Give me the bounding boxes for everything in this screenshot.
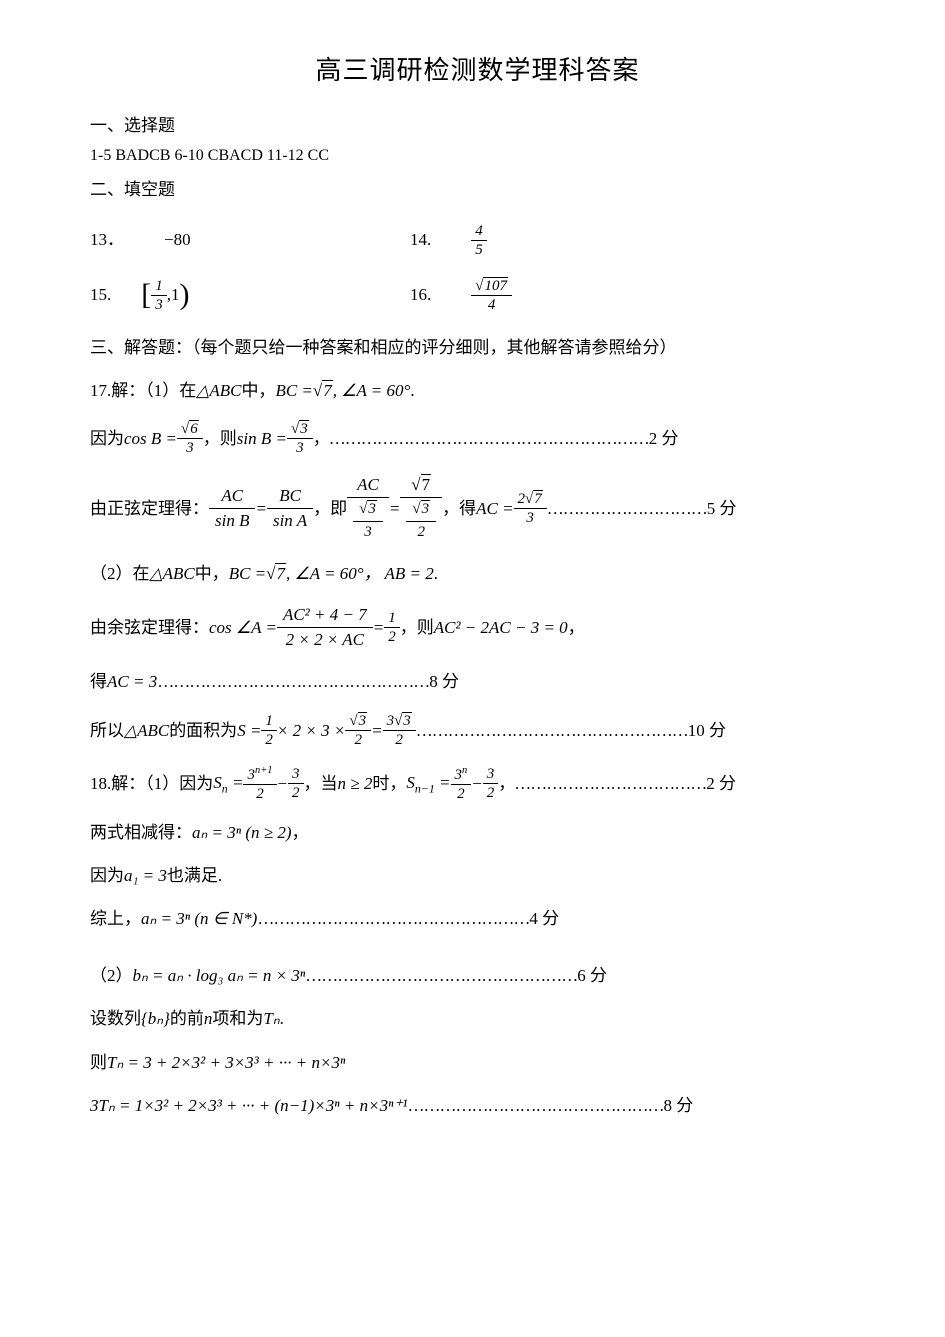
left-bracket-icon: [ [141, 280, 151, 310]
mc-section-header: 一、选择题 [90, 112, 865, 139]
solve-section-header: 三、解答题：（每个题只给一种答案和相应的评分细则，其他解答请参照给分） [90, 334, 865, 361]
fill-13-num: 13． [90, 226, 124, 253]
q17-step3: 由余弦定理得： cos ∠A = AC² + 4 − 7 2 × 2 × AC … [90, 603, 865, 652]
q17-step2: 由正弦定理得： AC sin B = BC sin A ，即 AC 3 3 = … [90, 473, 865, 544]
fill-15-num: 15. [90, 281, 111, 308]
fill-14-frac: 4 5 [471, 222, 487, 259]
fill-16: 16. 107 4 [410, 277, 730, 314]
mc-answers: 1-5 BADCB 6-10 CBACD 11-12 CC [90, 143, 865, 169]
fill-13: 13． −80 [90, 226, 410, 253]
fill-16-frac: 107 4 [471, 277, 512, 314]
fill-16-num: 16. [410, 281, 431, 308]
q17-step1: 因为 cos B = 6 3 ，则 sin B = 3 3 ，………………………… [90, 420, 865, 457]
fill-13-ans: −80 [164, 226, 191, 253]
q17-step5: 所以 △ABC 的面积为 S = 1 2 × 2 × 3 × 3 2 = 33 … [90, 712, 865, 749]
q17-part2-intro: （2）在 △ABC 中， BC = 7 , ∠A = 60° ， AB = 2 … [90, 560, 865, 587]
q18-intro: 18.解：（1）因为 Sn = 3n+1 2 − 3 2 ，当 n ≥ 2 时，… [90, 765, 865, 803]
page-title: 高三调研检测数学理科答案 [90, 50, 865, 92]
q17-intro: 17.解：（1）在 △ABC 中， BC = 7 , ∠A = 60° . [90, 377, 865, 404]
q17-step4: 得 AC = 3 …………………………………………… 8 分 [90, 668, 865, 695]
q18-conclusion: 综上， aₙ = 3ⁿ (n ∈ N*) …………………………………………… 4… [90, 905, 865, 932]
q18-tn2: 3Tₙ = 1×3² + 2×3³ + ··· + (n−1)×3ⁿ + n×3… [90, 1092, 865, 1119]
fill-15-close: ,1 [167, 281, 180, 308]
q18-subtract: 两式相减得： aₙ = 3ⁿ (n ≥ 2) ， [90, 819, 865, 846]
fill-14-num: 14. [410, 226, 431, 253]
right-paren-icon: ) [180, 280, 190, 310]
fill-row-2: 15. [ 1 3 ,1 ) 16. 107 4 [90, 277, 865, 314]
fill-15: 15. [ 1 3 ,1 ) [90, 277, 410, 314]
q18-tn-intro: 设数列 {bₙ} 的前 n 项和为 Tₙ . [90, 1005, 865, 1032]
q18-a1: 因为 a₁ = 3 也满足. [90, 862, 865, 889]
q18-tn1: 则 Tₙ = 3 + 2×3² + 3×3³ + ··· + n×3ⁿ [90, 1049, 865, 1076]
fill-14: 14. 4 5 [410, 222, 730, 259]
fill-15-frac: 1 3 [151, 277, 167, 314]
fill-section-header: 二、填空题 [90, 176, 865, 203]
fill-row-1: 13． −80 14. 4 5 [90, 222, 865, 259]
q18-part2: （2） bₙ = aₙ · log₃ aₙ = n × 3ⁿ ………………………… [90, 962, 865, 989]
